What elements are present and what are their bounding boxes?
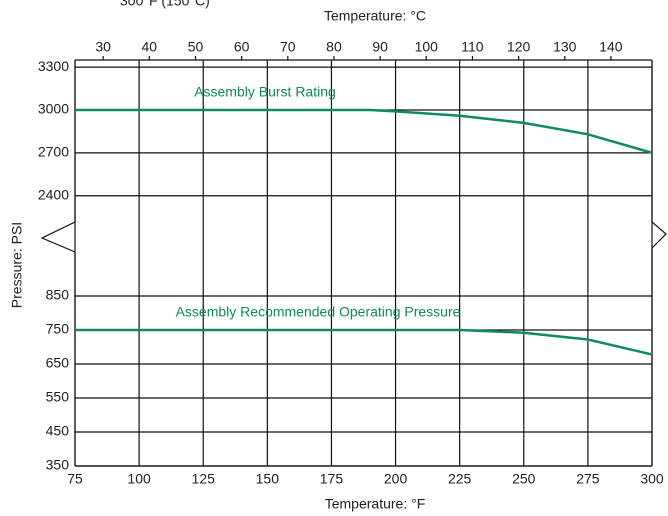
y-tick-label: 3300 (38, 58, 69, 74)
x2-tick-label: 120 (507, 39, 531, 55)
x2-tick-label: 80 (326, 39, 342, 55)
x-tick-label: 250 (512, 471, 536, 487)
frame-right (651, 60, 667, 466)
y-tick-label: 350 (46, 457, 70, 473)
y-tick-label: 3000 (38, 101, 69, 117)
x-tick-label: 175 (320, 471, 344, 487)
x2-tick-label: 70 (280, 39, 296, 55)
x-tick-label: 300 (640, 471, 664, 487)
x-label: Temperature: °F (325, 496, 426, 512)
frame-left (40, 60, 76, 466)
y-tick-label: 750 (46, 321, 70, 337)
x2-tick-label: 100 (415, 39, 439, 55)
x2-tick-label: 110 (461, 39, 484, 55)
y-label: Pressure: PSI (9, 222, 25, 308)
y-tick-label: 850 (46, 287, 70, 303)
x2-label: Temperature: °C (324, 8, 426, 24)
x2-tick-label: 40 (142, 39, 158, 55)
x-tick-label: 225 (448, 471, 472, 487)
y-tick-label: 2700 (38, 144, 69, 160)
series-line (75, 108, 653, 155)
series-label: Assembly Burst Rating (194, 84, 336, 100)
x2-tick-label: 50 (188, 39, 204, 55)
x-tick-label: 75 (67, 471, 83, 487)
x2-tick-label: 140 (599, 39, 623, 55)
x-tick-label: 125 (192, 471, 216, 487)
series-label: Assembly Recommended Operating Pressure (176, 304, 461, 320)
x2-tick-label: 90 (372, 39, 388, 55)
x-tick-label: 200 (384, 471, 408, 487)
series-line (75, 328, 653, 356)
x2-tick-label: 30 (95, 39, 111, 55)
y-tick-label: 2400 (38, 186, 69, 202)
x2-tick-label: 60 (234, 39, 250, 55)
y-tick-label: 550 (46, 389, 70, 405)
x-tick-label: 150 (256, 471, 280, 487)
x-tick-label: 275 (576, 471, 600, 487)
caption: 300°F (150°C) (120, 0, 210, 9)
y-tick-label: 650 (46, 355, 70, 371)
x2-tick-label: 130 (553, 39, 577, 55)
x-tick-label: 100 (127, 471, 151, 487)
y-tick-label: 450 (46, 423, 70, 439)
